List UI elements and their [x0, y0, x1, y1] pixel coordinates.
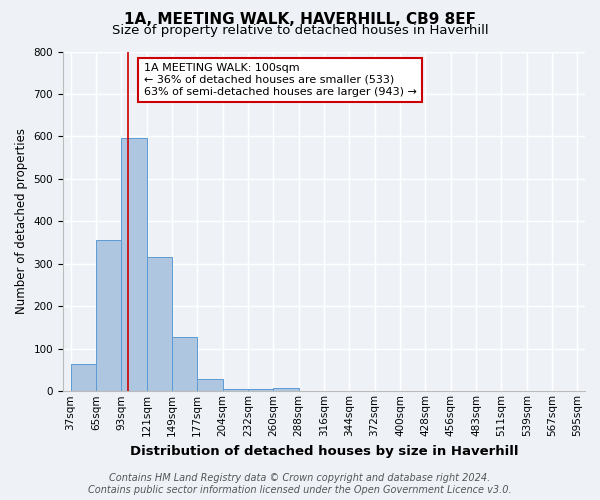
Text: Size of property relative to detached houses in Haverhill: Size of property relative to detached ho…	[112, 24, 488, 37]
Y-axis label: Number of detached properties: Number of detached properties	[15, 128, 28, 314]
Bar	[71, 364, 96, 392]
Text: Contains HM Land Registry data © Crown copyright and database right 2024.
Contai: Contains HM Land Registry data © Crown c…	[88, 474, 512, 495]
Text: 1A, MEETING WALK, HAVERHILL, CB9 8EF: 1A, MEETING WALK, HAVERHILL, CB9 8EF	[124, 12, 476, 28]
Bar	[121, 138, 146, 392]
Bar	[248, 389, 273, 392]
Bar	[172, 337, 197, 392]
Bar	[223, 389, 248, 392]
Bar	[273, 388, 299, 392]
Bar	[146, 256, 172, 392]
X-axis label: Distribution of detached houses by size in Haverhill: Distribution of detached houses by size …	[130, 444, 518, 458]
Bar	[96, 240, 121, 392]
Text: 1A MEETING WALK: 100sqm
← 36% of detached houses are smaller (533)
63% of semi-d: 1A MEETING WALK: 100sqm ← 36% of detache…	[144, 64, 417, 96]
Bar	[197, 380, 223, 392]
